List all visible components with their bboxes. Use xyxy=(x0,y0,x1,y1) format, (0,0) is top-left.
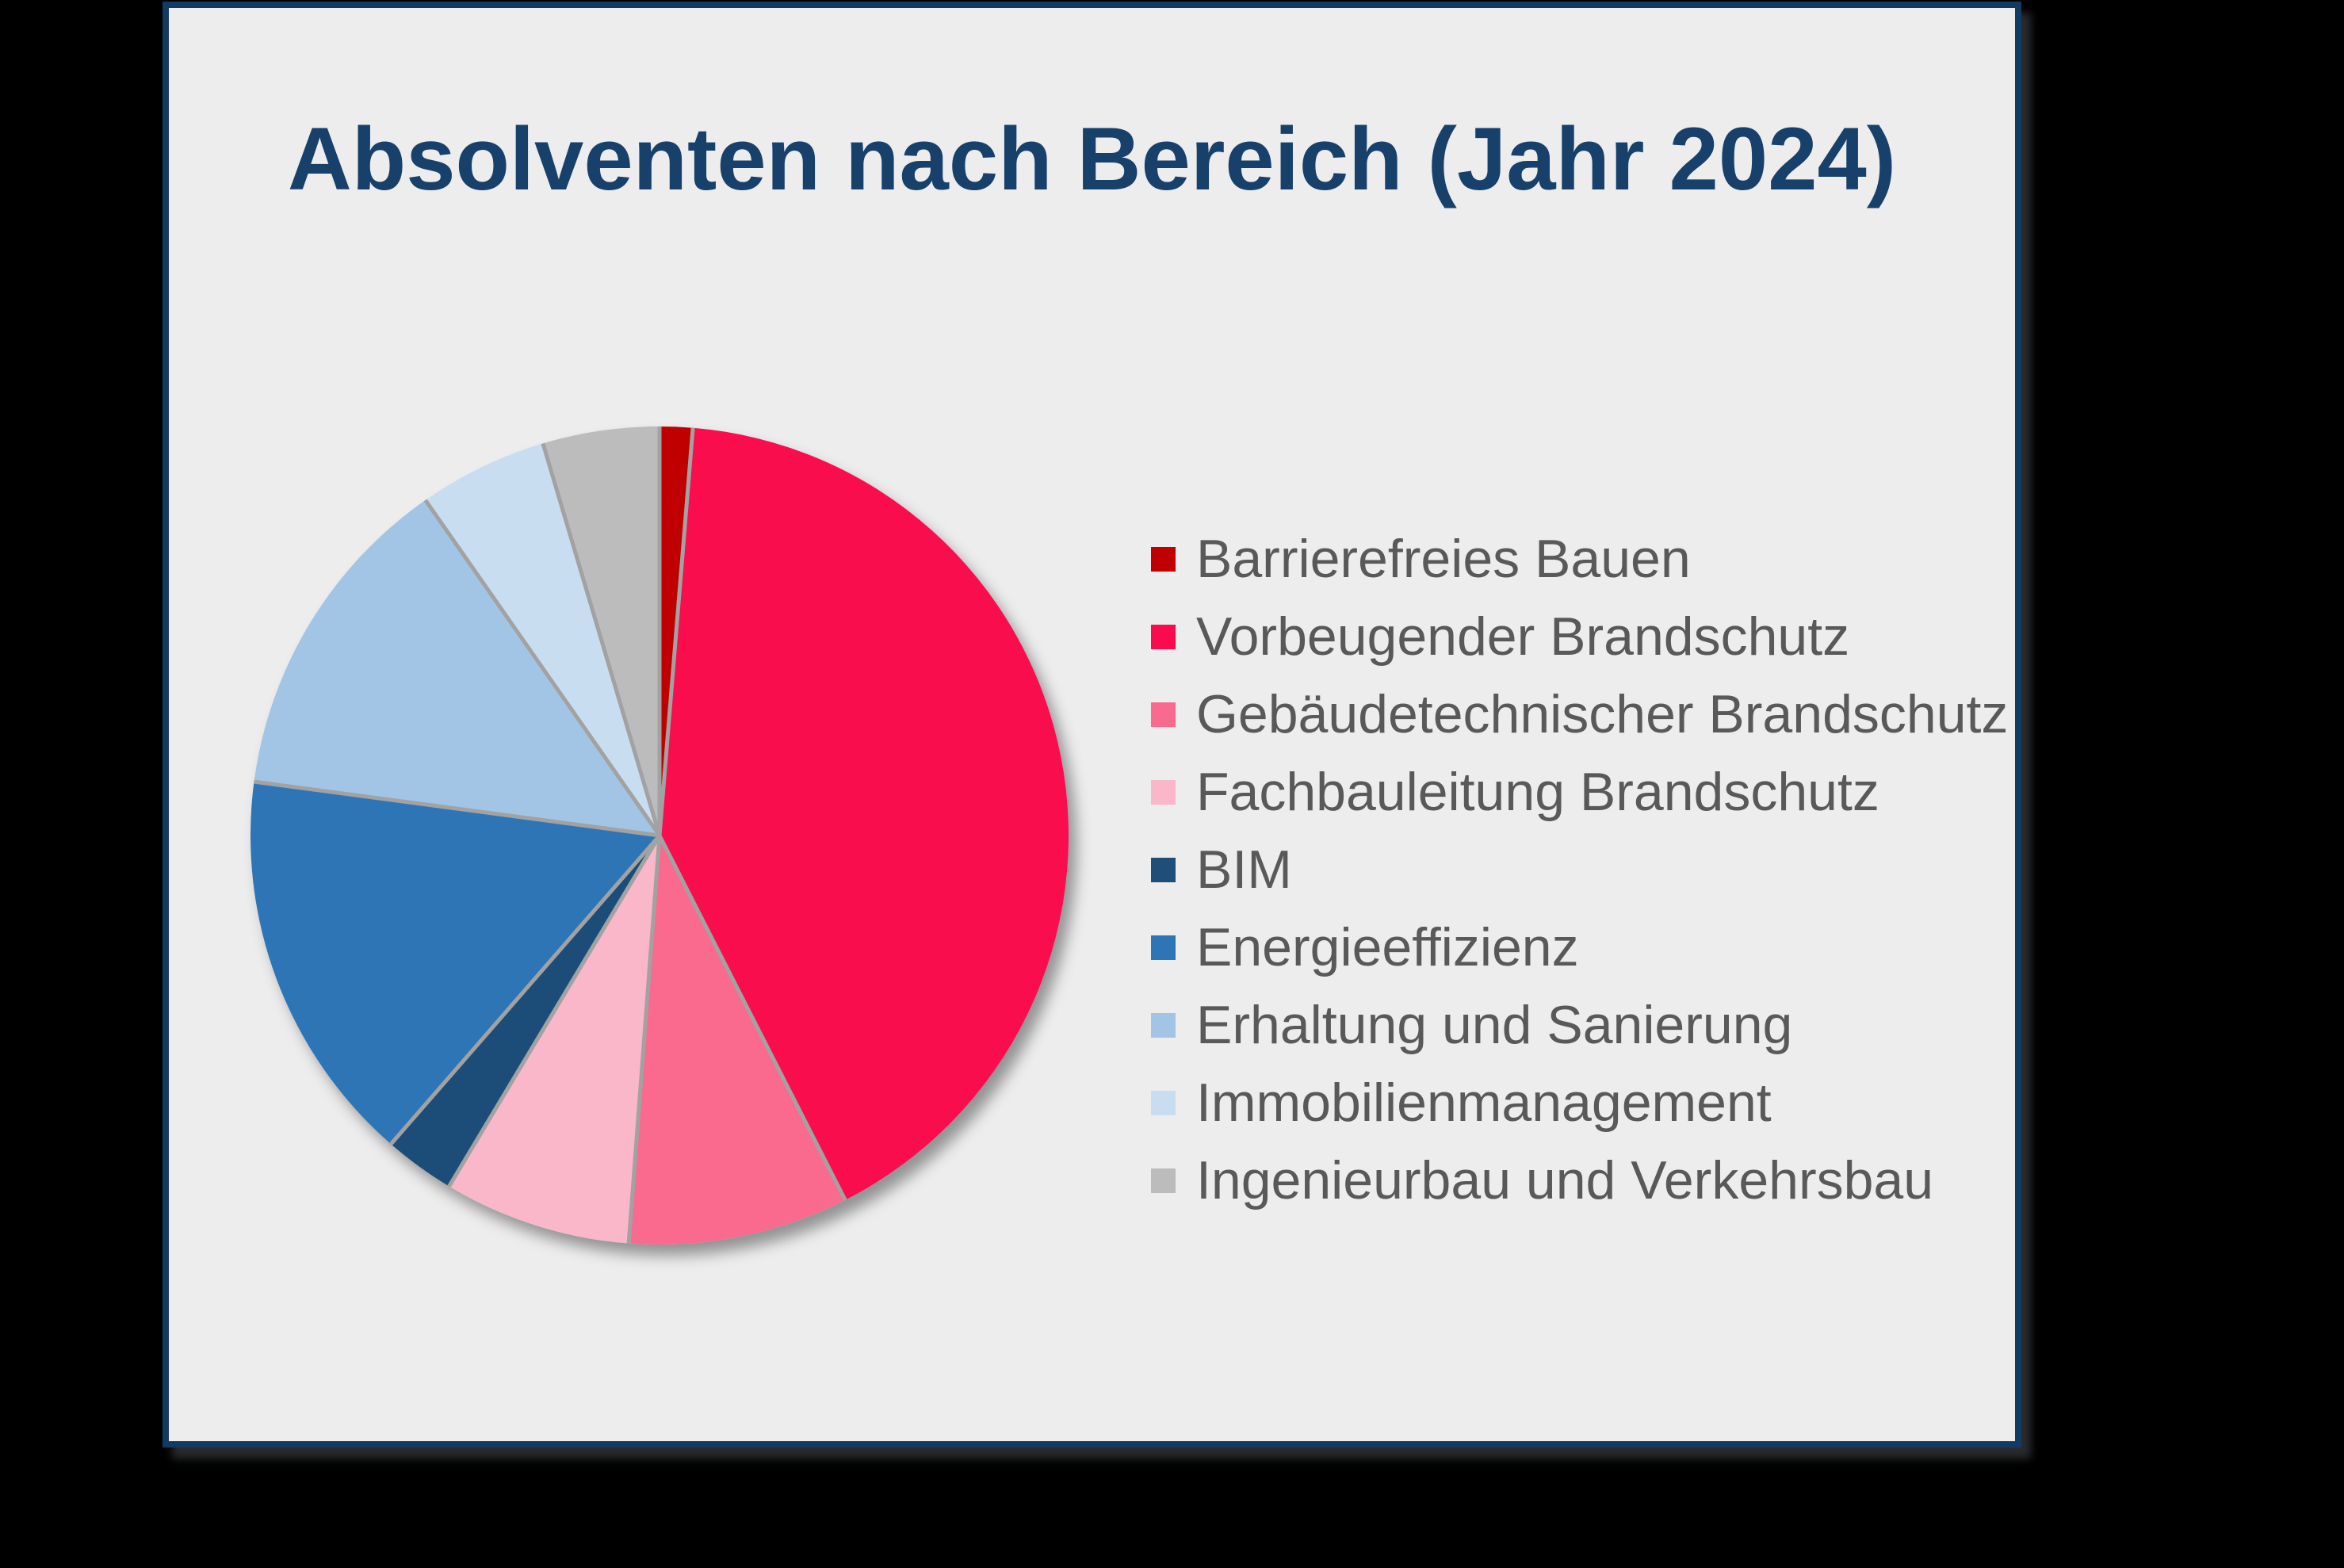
pie-separators-group xyxy=(254,426,847,1244)
legend-item: BIM xyxy=(1151,831,2008,908)
legend-swatch-icon xyxy=(1151,702,1176,727)
legend-swatch-icon xyxy=(1151,624,1176,649)
slice-separator-line xyxy=(541,442,662,836)
slice-separator-line xyxy=(657,834,847,1201)
slice-separator-line xyxy=(254,779,660,838)
legend: Barrierefreies Bauen Vorbeugender Brandsc… xyxy=(1151,520,2008,1219)
legend-item: Gebäudetechnischer Brandschutz xyxy=(1151,675,2008,753)
legend-item: Fachbauleitung Brandschutz xyxy=(1151,753,2008,831)
legend-item: Energieeffizienz xyxy=(1151,908,2008,986)
chart-title: Absolventen nach Bereich (Jahr 2024) xyxy=(287,109,1897,208)
slice-separator-line xyxy=(423,499,662,837)
legend-item: Barrierefreies Bauen xyxy=(1151,520,2008,598)
legend-swatch-icon xyxy=(1151,1168,1176,1193)
pie-slice-8 xyxy=(425,443,660,836)
legend-label: Immobilienmanagement xyxy=(1196,1073,1772,1133)
slice-separator-line xyxy=(657,427,695,836)
slice-separator-line xyxy=(447,834,662,1187)
legend-swatch-icon xyxy=(1151,546,1176,572)
pie-slice-5 xyxy=(391,836,660,1187)
pie-chart xyxy=(250,426,1069,1245)
pie-slice-4 xyxy=(449,836,660,1244)
legend-swatch-icon xyxy=(1151,1090,1176,1115)
legend-label: Energieeffizienz xyxy=(1196,917,1579,977)
legend-item: Ingenieurbau und Verkehrsbau xyxy=(1151,1142,2008,1219)
legend-swatch-icon xyxy=(1151,1012,1176,1038)
pie-slices-group xyxy=(250,426,1069,1245)
pie-slice-7 xyxy=(254,499,660,836)
legend-label: Gebäudetechnischer Brandschutz xyxy=(1196,684,2009,744)
pie-slice-3 xyxy=(629,836,846,1245)
chart-card: Absolventen nach Bereich (Jahr 2024) Bar… xyxy=(163,2,2021,1448)
legend-item: Erhaltung und Sanierung xyxy=(1151,986,2008,1064)
legend-label: Fachbauleitung Brandschutz xyxy=(1196,762,1879,822)
legend-item: Vorbeugender Brandschutz xyxy=(1151,598,2008,675)
legend-label: Erhaltung und Sanierung xyxy=(1196,995,1793,1055)
legend-swatch-icon xyxy=(1151,935,1176,960)
pie-slice-6 xyxy=(250,782,660,1145)
slice-separator-line xyxy=(389,834,661,1145)
legend-label: BIM xyxy=(1196,839,1292,900)
legend-item: Immobilienmanagement xyxy=(1151,1064,2008,1142)
legend-label: Barrierefreies Bauen xyxy=(1196,529,1691,589)
legend-label: Ingenieurbau und Verkehrsbau xyxy=(1196,1150,1934,1210)
legend-swatch-icon xyxy=(1151,779,1176,805)
slice-separator-line xyxy=(626,835,662,1244)
legend-label: Vorbeugender Brandschutz xyxy=(1196,606,1850,667)
legend-swatch-icon xyxy=(1151,857,1176,882)
pie-slice-2 xyxy=(660,427,1069,1200)
